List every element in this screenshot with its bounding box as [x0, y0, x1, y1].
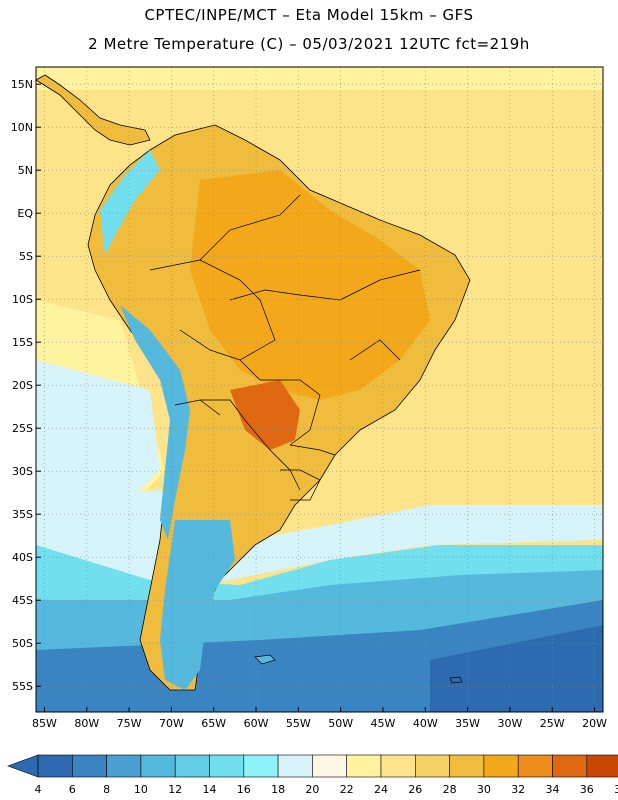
lat-tick-label: 35S	[12, 508, 33, 521]
colorbar-label: 10	[134, 783, 148, 796]
patagonia-cool-region	[160, 520, 235, 690]
colorbar-swatch	[380, 754, 416, 778]
central-america-landmass	[36, 74, 151, 146]
colorbar-label: 36	[580, 783, 594, 796]
colorbar-label: 8	[103, 783, 110, 796]
lon-tick-label: 80W	[74, 717, 99, 730]
lat-tick-label: 15S	[12, 336, 33, 349]
lat-tick-label: 40S	[12, 551, 33, 564]
latitude-axis: 15N 10N 5N EQ 5S 10S 15S 20S 25S 30S 35S 40S 45S 50S 5…	[11, 78, 41, 693]
chaco-hot-spot	[230, 380, 300, 450]
colorbar-swatch	[243, 754, 279, 778]
lon-tick-label: 60W	[244, 717, 269, 730]
colorbar-label: 26	[408, 783, 422, 796]
map-title-line2: 2 Metre Temperature (C) – 05/03/2021 12U…	[88, 35, 530, 53]
longitude-axis: 85W 80W 75W 70W 65W 60W 55W 50W 45W 40W 35W 30W 25W 2…	[32, 707, 607, 730]
colorbar-label: 38	[614, 783, 618, 796]
colorbar-swatch	[346, 754, 382, 778]
lon-tick-label: 45W	[371, 717, 396, 730]
colorbar-swatch	[552, 754, 588, 778]
lon-tick-label: 20W	[582, 717, 607, 730]
colorbar-label: 14	[203, 783, 217, 796]
colorbar-swatch	[277, 754, 313, 778]
lon-tick-label: 75W	[117, 717, 142, 730]
falkland-islands	[254, 654, 276, 665]
lat-tick-label: 30S	[12, 465, 33, 478]
lon-tick-label: 30W	[497, 717, 522, 730]
colorbar-swatch	[449, 754, 485, 778]
colorbar-swatch	[106, 754, 142, 778]
lat-tick-label: 15N	[11, 78, 33, 91]
north-mild-strip	[36, 67, 603, 90]
lon-tick-label: 55W	[286, 717, 311, 730]
colorbar-label: 30	[477, 783, 491, 796]
colorbar-left-arrow	[7, 754, 39, 778]
colorbar-swatch	[517, 754, 553, 778]
colorbar-label: 28	[443, 783, 457, 796]
lon-tick-label: 35W	[455, 717, 480, 730]
lat-tick-label: 10S	[12, 293, 33, 306]
colorbar-label: 34	[546, 783, 560, 796]
map-frame	[35, 66, 604, 713]
lat-tick-label: 55S	[12, 680, 33, 693]
colorbar-swatch	[140, 754, 176, 778]
colorbar-label: 4	[35, 783, 42, 796]
lon-tick-label: 85W	[32, 717, 57, 730]
country-borders	[149, 194, 421, 501]
colorbar-label: 18	[271, 783, 285, 796]
lat-tick-label: 10N	[11, 121, 33, 134]
colorbar-swatch	[483, 754, 519, 778]
colorbar-label: 16	[237, 783, 251, 796]
central-andes	[120, 305, 190, 540]
lat-tick-label: 25S	[12, 422, 33, 435]
colorbar-swatch	[414, 754, 450, 778]
colorbar-label: 32	[511, 783, 525, 796]
colorbar-swatch	[209, 754, 245, 778]
colorbar-label: 12	[168, 783, 182, 796]
colorbar-swatch	[312, 754, 347, 778]
lon-tick-label: 40W	[413, 717, 438, 730]
lat-tick-label: 45S	[12, 594, 33, 607]
lat-tick-label: 50S	[12, 637, 33, 650]
lon-tick-label: 50W	[328, 717, 353, 730]
southern-ocean-band-4	[430, 625, 603, 712]
lat-tick-label: 5S	[19, 250, 33, 263]
map-title-line1: CPTEC/INPE/MCT – Eta Model 15km – GFS	[144, 6, 474, 24]
lat-tick-label: EQ	[17, 207, 33, 220]
colorbar-label: 24	[374, 783, 388, 796]
interior-hot-region	[190, 170, 430, 400]
colorbar-label: 20	[305, 783, 319, 796]
northern-andes	[100, 150, 160, 255]
lon-tick-label: 70W	[159, 717, 184, 730]
colorbar-label: 22	[340, 783, 354, 796]
map-field	[36, 67, 603, 712]
lon-tick-label: 25W	[540, 717, 565, 730]
lon-tick-label: 65W	[201, 717, 226, 730]
colorbar-swatch	[72, 754, 107, 778]
lat-tick-label: 20S	[12, 379, 33, 392]
colorbar-swatch	[586, 754, 618, 778]
lat-tick-label: 5N	[18, 164, 33, 177]
colorbar-swatch	[37, 754, 73, 778]
colorbar-swatch	[174, 754, 210, 778]
graticule	[36, 67, 603, 712]
colorbar-label: 6	[69, 783, 76, 796]
south-georgia-island	[449, 676, 463, 684]
temperature-colorbar: 4 6 8 10 12 14 16 18 20 22 24 26 28 30 32 34 36 38	[7, 754, 618, 796]
